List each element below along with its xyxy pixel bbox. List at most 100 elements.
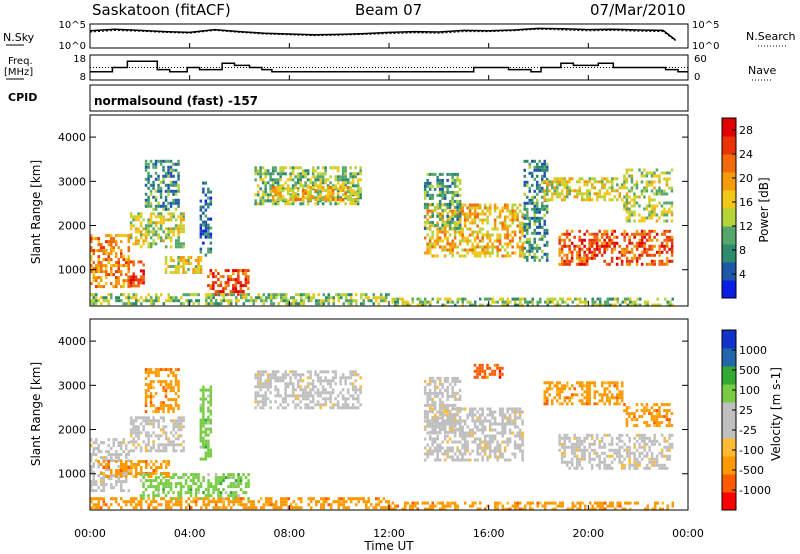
xtick-label: 12:00 xyxy=(373,527,405,540)
power-colorbar-swatch xyxy=(722,118,736,137)
noise-strip: N.Sky 10^5 10^0 10^5 10^0 N.Search xyxy=(3,20,796,52)
echo-region-3 xyxy=(144,159,180,211)
nave-label: Nave xyxy=(748,64,776,77)
station-title: Saskatoon (fitACF) xyxy=(92,1,231,19)
echo-region-2 xyxy=(129,212,185,249)
velocity-colorbar-tick: -500 xyxy=(739,464,764,477)
echo-region-4 xyxy=(164,256,203,274)
velocity-data xyxy=(90,363,674,511)
echo-region-14 xyxy=(389,501,674,511)
nsearch-label: N.Search xyxy=(746,30,796,43)
echo-region-4 xyxy=(199,385,213,461)
echo-region-1 xyxy=(127,260,145,288)
echo-region-9 xyxy=(473,363,504,379)
velocity-ylabel: Slant Range [km] xyxy=(29,362,43,466)
cpid-frame xyxy=(89,84,689,112)
power-ylabel: Slant Range [km] xyxy=(29,160,43,264)
power-colorbar-tick: 20 xyxy=(739,172,753,185)
ytick-label: 4000 xyxy=(58,335,86,348)
noise-tick-bottom-right: 10^0 xyxy=(692,41,719,52)
velocity-colorbar-swatch xyxy=(722,348,736,367)
velocity-colorbar-tick: 100 xyxy=(739,384,760,397)
power-colorbar-swatch xyxy=(722,280,736,299)
freq-strip: Freq. [MHz] 18 8 60 0 Nave xyxy=(4,54,776,83)
velocity-colorbar-tick: -1000 xyxy=(739,484,771,497)
echo-region-13 xyxy=(90,497,390,510)
velocity-colorbar-tick: 1000 xyxy=(739,344,767,357)
power-colorbar-swatch xyxy=(722,208,736,227)
xtick-label: 04:00 xyxy=(174,527,206,540)
power-colorbar-swatch xyxy=(722,262,736,281)
echo-region-10 xyxy=(543,381,624,406)
echo-region-5 xyxy=(199,181,213,257)
noise-series-0 xyxy=(89,27,676,41)
date-title: 07/Mar/2010 xyxy=(590,1,686,19)
freq-tick-bottom: 8 xyxy=(80,72,86,83)
freq-series xyxy=(90,60,688,73)
velocity-colorbar-swatch xyxy=(722,366,736,385)
velocity-colorbar-swatch xyxy=(722,330,736,349)
power-colorbar-tick: 28 xyxy=(739,124,753,137)
freq-unit-label: [MHz] xyxy=(4,67,33,78)
echo-region-9 xyxy=(423,203,524,258)
echo-region-14 xyxy=(623,168,674,223)
velocity-colorbar-tick: -100 xyxy=(739,444,764,457)
echo-region-8 xyxy=(423,376,462,434)
echo-region-6 xyxy=(254,370,362,410)
ytick-label: 4000 xyxy=(58,131,86,144)
ytick-label: 2000 xyxy=(58,424,86,437)
ytick-label: 2000 xyxy=(58,220,86,233)
echo-region-1 xyxy=(97,460,170,478)
freq-lines xyxy=(90,60,688,73)
velocity-frame xyxy=(89,318,689,511)
noise-series-1 xyxy=(89,28,676,42)
velocity-colorbar-swatch xyxy=(722,492,736,511)
velocity-colorbar-tick: 25 xyxy=(739,404,753,417)
x-axis-label: Time UT xyxy=(363,539,414,553)
xtick-label: 00:00 xyxy=(74,527,106,540)
x-axis: 00:00 04:00 08:00 12:00 16:00 20:00 00:00 xyxy=(74,43,704,540)
echo-region-2 xyxy=(129,416,185,453)
velocity-colorbar-swatch xyxy=(722,402,736,421)
echo-region-12 xyxy=(543,177,624,202)
power-yticks: 1000 2000 3000 4000 xyxy=(58,131,688,277)
nsky-label: N.Sky xyxy=(3,31,35,44)
velocity-colorbar: -1000 -500 -100 -25 25 100 500 1000 xyxy=(721,329,771,511)
nave-tick-top: 60 xyxy=(694,54,707,65)
power-panel: Slant Range [km] 1000 2000 3000 4000 4 8 12 16… xyxy=(29,114,771,307)
power-colorbar-tick: 8 xyxy=(739,244,746,257)
power-colorbar-swatch xyxy=(722,244,736,263)
echo-region-10 xyxy=(423,172,462,230)
power-colorbar-tick: 12 xyxy=(739,220,753,233)
ytick-label: 3000 xyxy=(58,175,86,188)
echo-region-16 xyxy=(391,297,674,307)
noise-lines xyxy=(89,27,676,42)
power-colorbar-swatch xyxy=(722,154,736,173)
freq-tick-top: 18 xyxy=(73,54,86,65)
power-colorbar-swatch xyxy=(722,226,736,245)
power-colorbar: 4 8 12 16 20 24 28 xyxy=(721,117,753,299)
velocity-colorbar-swatch xyxy=(722,438,736,457)
echo-region-11 xyxy=(558,433,674,470)
noise-tick-bottom: 10^0 xyxy=(59,41,86,52)
power-colorbar-label: Power [dB] xyxy=(757,177,771,242)
velocity-colorbar-tick: 500 xyxy=(739,364,760,377)
ytick-label: 3000 xyxy=(58,379,86,392)
noise-tick-top-right: 10^5 xyxy=(692,20,719,31)
noise-tick-top: 10^5 xyxy=(59,20,86,31)
power-colorbar-swatch xyxy=(722,172,736,191)
velocity-colorbar-tick: -25 xyxy=(739,424,757,437)
cpid-label: CPID xyxy=(8,91,37,104)
velocity-colorbar-label: Velocity [m s-1] xyxy=(769,367,783,461)
echo-region-13 xyxy=(558,229,674,266)
xtick-label: 16:00 xyxy=(473,527,505,540)
ytick-label: 1000 xyxy=(58,264,86,277)
power-colorbar-swatch xyxy=(722,190,736,209)
velocity-colorbar-swatch xyxy=(722,474,736,493)
ytick-label: 1000 xyxy=(58,468,86,481)
echo-region-11 xyxy=(523,159,549,262)
power-colorbar-tick: 16 xyxy=(739,196,753,209)
echo-region-8 xyxy=(271,186,360,201)
echo-region-0 xyxy=(90,234,130,289)
